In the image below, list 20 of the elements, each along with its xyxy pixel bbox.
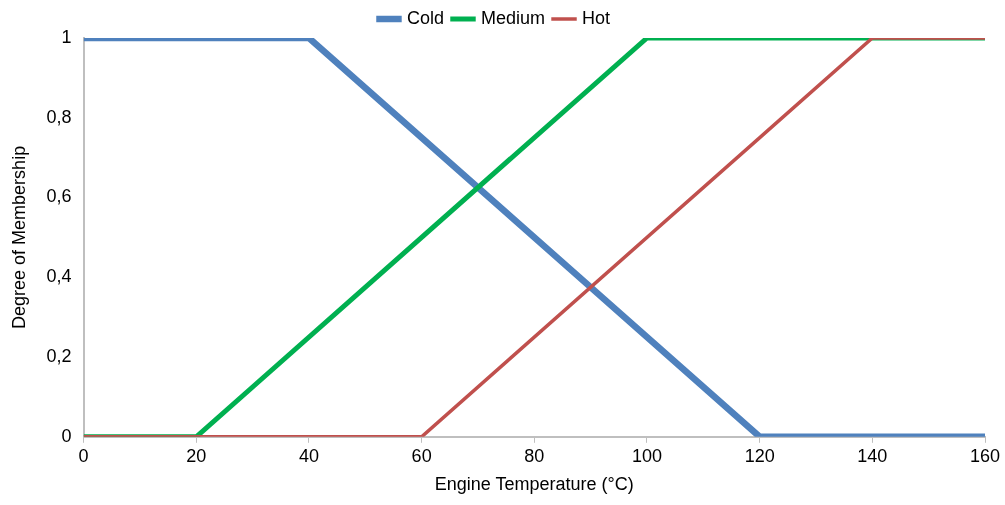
- x-tick-label: 0: [78, 445, 89, 466]
- x-tick-label: 120: [744, 445, 775, 466]
- x-tick-label: 60: [411, 445, 432, 466]
- y-tick-label: 0,4: [46, 266, 72, 287]
- x-tick-label: 20: [186, 445, 207, 466]
- legend-label: Hot: [582, 7, 611, 28]
- y-tick-label: 0,8: [46, 106, 72, 127]
- legend-label: Cold: [406, 7, 445, 28]
- y-axis-title: Degree of Membership: [8, 145, 29, 329]
- x-tick-label: 140: [857, 445, 888, 466]
- y-tick-label: 0,6: [46, 186, 72, 207]
- x-axis-title: Engine Temperature (°C): [434, 474, 634, 495]
- y-tick-label: 0,2: [46, 346, 72, 367]
- x-tick-label: 40: [298, 445, 319, 466]
- y-tick-label: 0: [61, 425, 72, 446]
- y-tick-label: 1: [61, 26, 72, 47]
- x-tick-label: 100: [631, 445, 663, 466]
- legend-label: Medium: [480, 7, 546, 28]
- x-tick-label: 80: [524, 445, 545, 466]
- x-tick-label: 160: [969, 445, 1001, 466]
